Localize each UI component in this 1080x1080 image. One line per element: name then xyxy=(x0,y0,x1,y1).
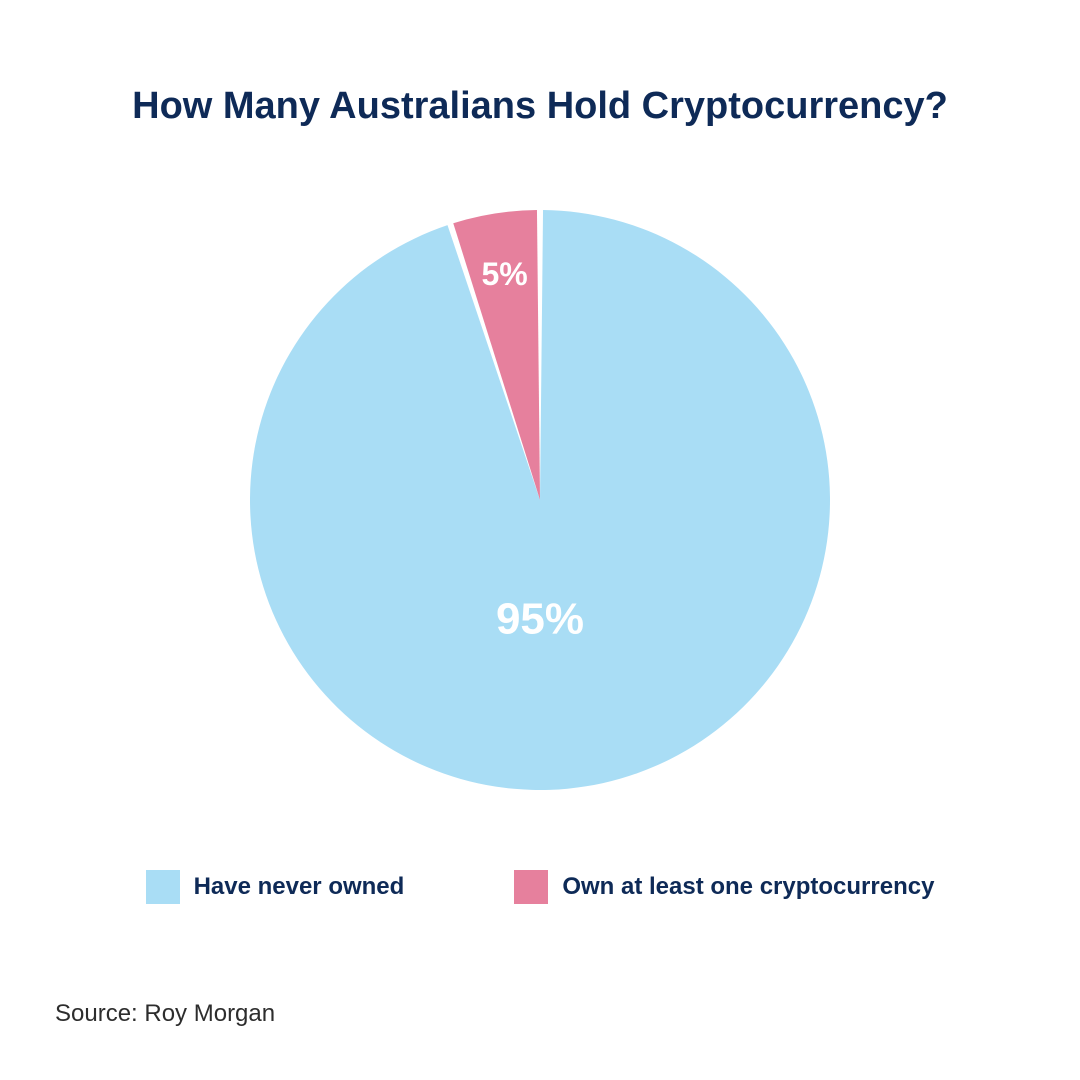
pie-slice-0 xyxy=(250,210,830,790)
infographic-container: How Many Australians Hold Cryptocurrency… xyxy=(0,0,1080,1080)
legend-swatch-1 xyxy=(514,870,548,904)
pie-chart: 95% 5% xyxy=(240,200,840,805)
chart-title: How Many Australians Hold Cryptocurrency… xyxy=(0,85,1080,128)
legend-swatch-0 xyxy=(146,870,180,904)
legend-label-0: Have never owned xyxy=(194,873,405,901)
legend-item-0: Have never owned xyxy=(146,870,405,904)
pie-slice-label-1: 5% xyxy=(481,256,527,292)
legend: Have never owned Own at least one cryptoc… xyxy=(0,870,1080,904)
pie-svg: 95% 5% xyxy=(240,200,840,800)
legend-item-1: Own at least one cryptocurrency xyxy=(514,870,934,904)
pie-slice-label-0: 95% xyxy=(496,594,584,643)
source-attribution: Source: Roy Morgan xyxy=(55,1000,275,1028)
legend-label-1: Own at least one cryptocurrency xyxy=(562,873,934,901)
